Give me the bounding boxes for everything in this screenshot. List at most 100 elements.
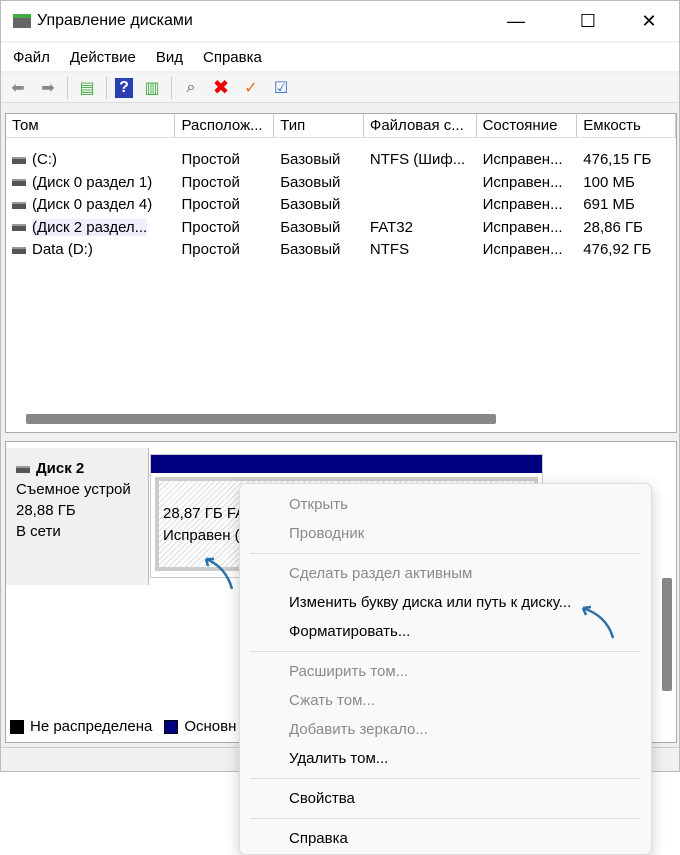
properties-icon[interactable]: ☑ [273, 79, 289, 97]
context-menu-item[interactable]: Изменить букву диска или путь к диску... [289, 594, 572, 611]
menu-view[interactable]: Вид [155, 48, 183, 66]
cell-text: Data (D:) [32, 241, 93, 258]
cell: 100 МБ [577, 172, 676, 195]
col-status[interactable]: Состояние [477, 114, 578, 137]
table-row[interactable]: (C:) Простой Базовый NTFS (Шиф... Исправен..… [6, 149, 676, 172]
table-row[interactable]: (Диск 0 раздел 4) Простой Базовый Исправен.… [6, 194, 676, 217]
cell: Базовый [274, 149, 364, 172]
context-menu-item: Сделать раздел активным [289, 565, 473, 582]
horizontal-scrollbar[interactable] [26, 414, 496, 424]
table-row[interactable]: (Диск 0 раздел 1) Простой Базовый Исправен.… [6, 172, 676, 195]
console-tree-icon[interactable]: ▤ [79, 79, 95, 97]
legend-primary: Основн [184, 718, 237, 735]
connect-disk-icon[interactable]: ⌕ [186, 78, 196, 96]
vertical-scrollbar[interactable] [662, 578, 672, 691]
cell-text: NTFS [369, 241, 410, 258]
menu-help[interactable]: Справка [202, 48, 262, 66]
cell-text: Простой [181, 173, 240, 191]
cell: Простой [175, 239, 274, 262]
cell: Data (D:) [6, 239, 175, 262]
disk-name: Диск 2 [36, 460, 85, 477]
disk-2-label[interactable]: Диск 2 Съемное устрой 28,88 ГБ В сети [6, 448, 149, 585]
col-type[interactable]: Тип [274, 114, 364, 137]
cell-text: Простой [181, 218, 240, 236]
disk-icon [16, 465, 30, 473]
context-menu-item: Добавить зеркало... [289, 721, 428, 738]
cell-text: (Диск 0 раздел 1) [32, 173, 153, 191]
maximize-button[interactable]: ☐ [579, 11, 597, 31]
annotation-arrow [581, 605, 615, 639]
cell: Исправен... [477, 172, 578, 195]
cell-text: 100 МБ [583, 173, 635, 191]
action-pane-icon[interactable]: ▥ [144, 79, 160, 97]
check-icon[interactable]: ✓ [244, 79, 258, 97]
context-menu-item: Проводник [289, 525, 365, 542]
cell-text: Базовый [280, 241, 341, 258]
cell: NTFS (Шиф... [364, 149, 477, 172]
partition-primary-bar [151, 455, 542, 473]
cell: (Диск 2 раздел... [6, 217, 175, 240]
back-icon[interactable]: ⬅ [11, 79, 25, 97]
partition-status: Исправен ( [163, 527, 240, 544]
menu-separator [250, 818, 641, 819]
cell-text: Базовый [280, 218, 341, 236]
cell: (Диск 0 раздел 4) [6, 194, 175, 217]
toolbar-separator [67, 76, 68, 99]
cell-text: Базовый [280, 173, 341, 191]
help-icon[interactable]: ? [115, 77, 133, 98]
col-filesystem[interactable]: Файловая с... [364, 114, 477, 137]
cell: Простой [175, 217, 274, 240]
table-row[interactable]: (Диск 2 раздел... Простой Базовый FAT32 Испр… [6, 217, 676, 240]
menu-bar: Файл Действие Вид Справка [1, 43, 679, 71]
col-volume[interactable]: Том [6, 114, 176, 137]
close-button[interactable]: ✕ [641, 11, 657, 31]
legend-unallocated-swatch [10, 719, 24, 734]
cell-text: (Диск 2 раздел... [32, 218, 148, 236]
context-menu-item[interactable]: Удалить том... [289, 750, 389, 767]
context-menu-item[interactable]: Форматировать... [289, 623, 411, 640]
context-menu-item[interactable]: Свойства [289, 790, 355, 807]
delete-icon[interactable]: ✖ [212, 77, 230, 99]
minimize-button[interactable]: — [507, 11, 525, 31]
cell: Исправен... [477, 239, 578, 262]
menu-separator [250, 778, 641, 779]
table-header: Том Располож... Тип Файловая с... Состоя… [6, 114, 676, 138]
volume-list: Том Располож... Тип Файловая с... Состоя… [5, 113, 677, 433]
disk-size: 28,88 ГБ [16, 502, 76, 519]
volume-icon [12, 156, 26, 164]
menu-separator [250, 651, 641, 652]
menu-action[interactable]: Действие [69, 48, 136, 66]
volume-icon [12, 201, 26, 209]
cell-text: Простой [181, 196, 240, 213]
cell: Базовый [274, 217, 364, 240]
forward-icon[interactable]: ➡ [41, 79, 55, 97]
cell: Базовый [274, 194, 364, 217]
cell-text: 476,15 ГБ [583, 151, 652, 168]
col-layout[interactable]: Располож... [175, 114, 275, 137]
cell-text: Простой [181, 151, 240, 168]
annotation-arrow [204, 557, 234, 590]
toolbar-separator [171, 76, 172, 99]
menu-separator [250, 553, 641, 554]
cell: NTFS [364, 239, 477, 262]
table-row[interactable]: Data (D:) Простой Базовый NTFS Исправен... 47… [6, 239, 676, 262]
cell-text: (C:) [32, 151, 57, 168]
context-menu-item: Открыть [289, 496, 348, 513]
cell-text: Исправен... [482, 196, 563, 213]
title-bar: Управление дисками — ☐ ✕ [1, 1, 679, 41]
context-menu-item: Сжать том... [289, 692, 375, 709]
cell-text: Базовый [280, 196, 341, 213]
cell-text: NTFS (Шиф... [369, 151, 466, 168]
cell: Исправен... [477, 217, 578, 240]
cell-text: 691 МБ [583, 196, 635, 213]
cell: Простой [175, 172, 274, 195]
cell: 28,86 ГБ [577, 217, 676, 240]
context-menu-item[interactable]: Справка [289, 830, 348, 847]
col-capacity[interactable]: Емкость [577, 114, 676, 137]
legend-unallocated: Не распределена [30, 718, 153, 735]
cell: Простой [175, 194, 274, 217]
toolbar-separator [106, 76, 107, 99]
menu-file[interactable]: Файл [13, 48, 50, 66]
context-menu-item: Расширить том... [289, 663, 409, 680]
legend: Не распределена Основн [10, 718, 236, 735]
